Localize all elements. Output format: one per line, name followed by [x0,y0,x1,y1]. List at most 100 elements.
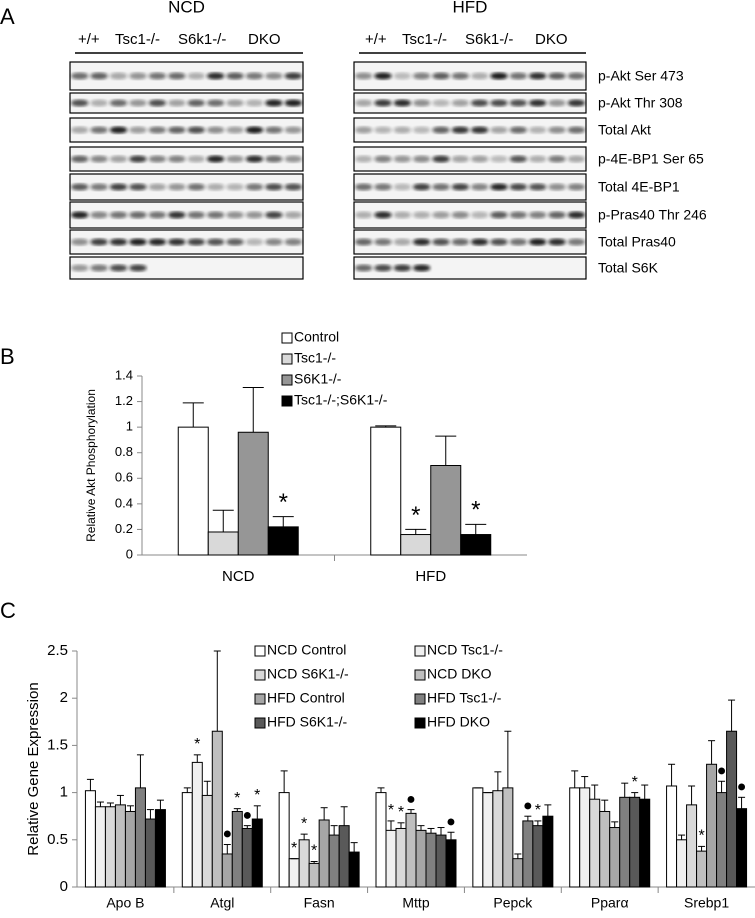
blot-band [226,72,244,80]
blot-band [187,211,205,219]
blot-band [206,183,225,191]
significance-marker: * [311,843,317,860]
error-bar [272,516,294,527]
error-bar [183,787,191,793]
x-tick-label: Pepck [493,895,533,911]
bar [298,839,310,888]
significance-marker: * [535,802,541,819]
blot-band [90,155,108,163]
blot-band [374,155,392,163]
blot-band [374,211,392,219]
blot-band [432,72,450,80]
blot-band [354,183,373,191]
bar [482,792,494,888]
blot-band [374,99,392,107]
bar [599,810,611,888]
blot-box [353,256,587,280]
blot-band [432,99,450,107]
blot-band [490,211,508,219]
legend-swatch [281,395,293,407]
blot-band [168,99,186,107]
error-bar [601,799,609,812]
blot-band [509,126,528,134]
blot-band [148,72,167,80]
error-bar [504,730,512,788]
error-bar [427,827,435,834]
blot-band [412,155,431,163]
blot-band [567,238,586,246]
blot-band [70,72,89,80]
bar [706,763,718,888]
error-bar [310,861,318,864]
bar [445,839,457,888]
error-bar [718,780,726,793]
blot-band [284,72,303,80]
legend-label: S6K1-/- [294,371,342,387]
significance-marker: ● [737,779,747,796]
blot-band [451,238,470,246]
error-bar [233,808,241,812]
error-bar [544,804,552,817]
blot-box [353,92,587,114]
x-tick-label: Apo B [106,895,144,911]
blot-band [90,238,108,246]
blot-band [109,238,128,246]
blot-band [265,99,283,107]
blot-band [567,183,586,191]
row-label: p-Akt Ser 473 [598,68,684,84]
bar [375,792,387,888]
blot-box [353,173,587,201]
panel-label: B [0,344,15,369]
blot-band [393,183,412,191]
blot-band [226,126,244,134]
y-tick-label: 1 [60,784,68,801]
bar [191,761,203,888]
row-label: Total Pras40 [598,234,676,250]
error-bar [193,754,201,763]
bar [207,531,239,556]
blot-band [206,126,225,134]
blot-band [432,211,450,219]
blot-box [69,92,304,114]
bar [400,534,432,556]
blot-band [374,238,392,246]
error-bar [405,528,427,535]
bar [278,792,290,888]
blot-band [265,183,283,191]
blot-band [528,126,547,134]
blot-box [69,117,304,143]
blot-band [509,155,528,163]
bar [512,858,524,888]
bar [181,792,193,888]
error-bar [688,785,696,805]
blot-title: NCD [168,0,205,16]
blot-band [432,183,450,191]
blot-box [353,146,587,172]
blot-band [109,155,128,163]
bar [385,829,397,888]
blot-band [412,72,431,80]
blot-band [109,211,128,219]
bar [104,806,116,888]
significance-marker: * [388,802,394,819]
error-bar [571,770,579,788]
y-tick-label: 0.6 [115,470,133,485]
blot-band [470,211,489,219]
legend-swatch [281,374,293,386]
blot-band [187,155,205,163]
blot-band [451,126,470,134]
bar [124,810,136,888]
blot-box [353,229,587,255]
legend-swatch [414,669,426,681]
legend-label: Tsc1-/- [294,350,336,366]
bar [619,796,631,888]
significance-marker: * [632,774,638,791]
significance-marker: * [301,815,307,832]
blot-band [148,183,167,191]
bar [177,426,209,556]
bar [267,526,299,556]
row-label: Total S6K [598,260,659,276]
blot-band [70,211,89,219]
blot-band [548,99,566,107]
bar [430,465,462,556]
